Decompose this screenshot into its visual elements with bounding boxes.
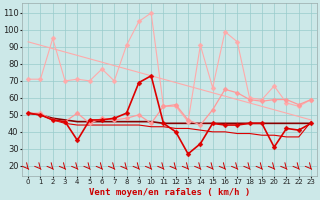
X-axis label: Vent moyen/en rafales ( km/h ): Vent moyen/en rafales ( km/h ) — [89, 188, 250, 197]
